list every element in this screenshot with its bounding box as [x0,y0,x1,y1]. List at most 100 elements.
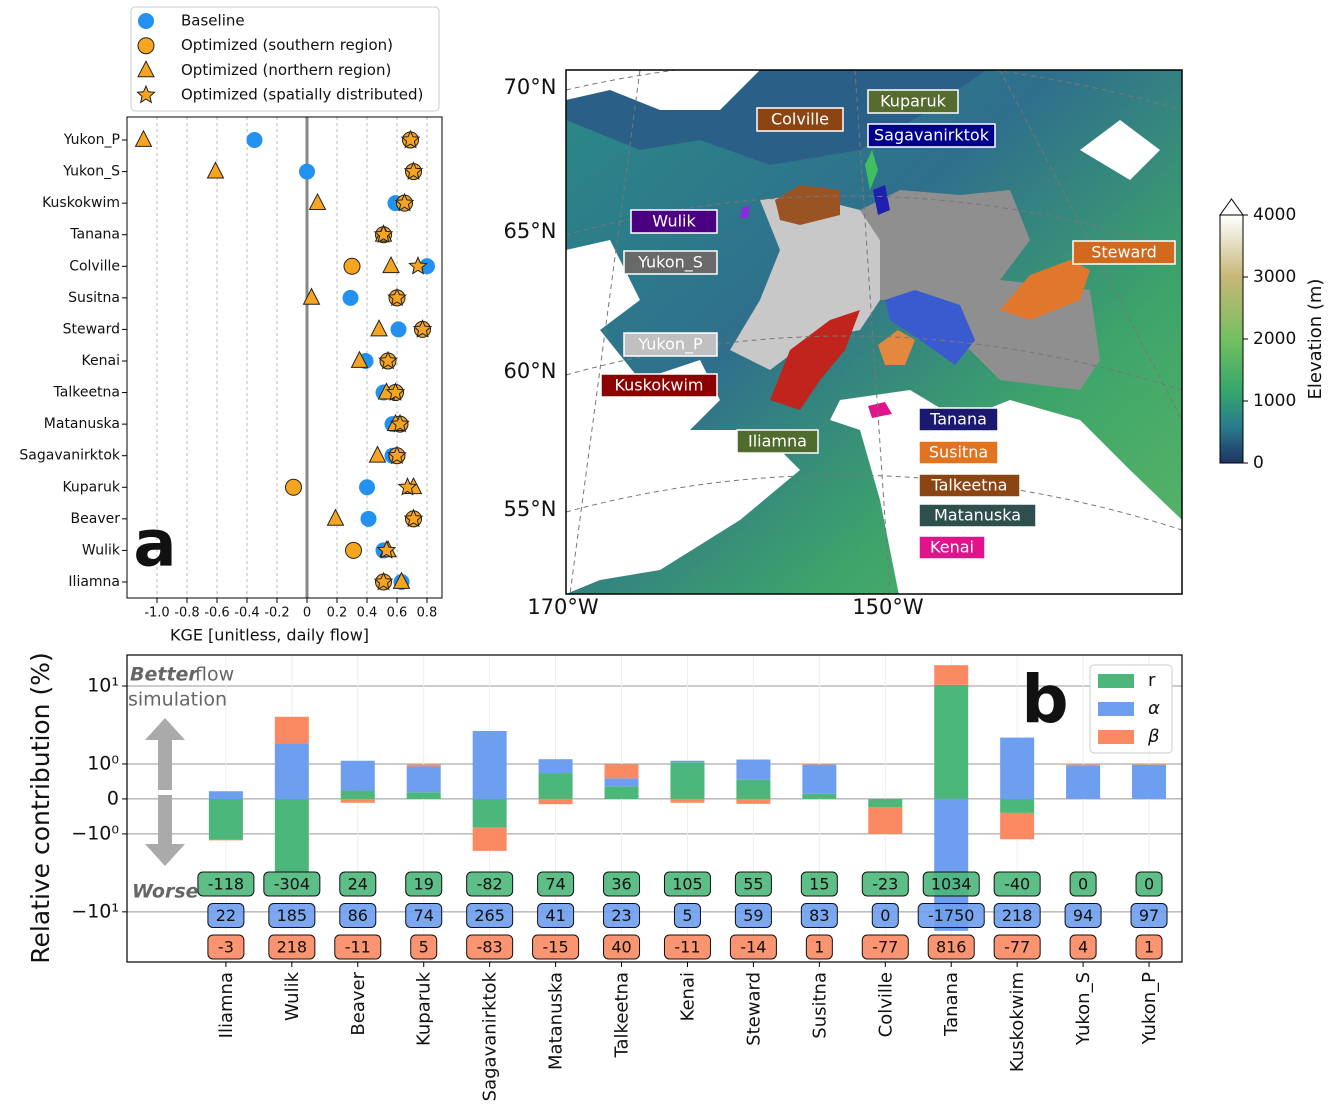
x-tick-label: -0.2 [264,606,289,621]
circle-marker [391,321,407,337]
bar-segment [868,807,902,834]
colorbar-tick-label: 0 [1253,453,1264,473]
basin-label: Yukon_S [637,253,703,273]
x-tick-label: Matanuska [546,972,567,1070]
value-label: 0 [880,906,890,925]
bar-segment [1132,765,1166,799]
triangle-marker [371,320,387,336]
legend-label: r [1148,670,1156,691]
value-label: 41 [545,906,565,925]
y-tick-label: Talkeetna [53,385,120,401]
x-tick-label: Iliamna [216,972,237,1038]
colorbar-tick-label: 2000 [1253,329,1296,349]
value-label: 1 [1144,938,1154,957]
value-label: 94 [1073,906,1093,925]
triangle-marker [383,257,399,273]
value-label: -14 [740,938,766,957]
bar-segment [275,743,309,799]
x-tick-label: Beaver [348,971,369,1035]
bar-segment [473,828,507,851]
bar-segment [1000,738,1034,799]
x-tick-label: -0.4 [234,606,259,621]
value-label: -304 [274,875,310,894]
x-tick-label: 0 [303,606,311,621]
bar-segment [605,786,639,799]
value-label: 83 [809,906,829,925]
colorbar-label: Elevation (m) [1305,279,1326,400]
panel-label: a [133,508,176,582]
legend-swatch [1098,702,1134,716]
bar-segment [1066,765,1100,766]
value-label: -15 [543,938,569,957]
value-label: 74 [545,875,565,894]
lon-label: 150°W [852,595,924,619]
x-tick-label: 0.4 [357,606,378,621]
value-label: 185 [277,906,308,925]
x-tick-label: Kenai [677,972,698,1021]
y-tick-label: Yukon_P [63,132,120,148]
bar-segment [473,731,507,799]
legend-label: β [1147,726,1160,747]
bar-segment [539,799,573,804]
colorbar [1220,215,1243,463]
y-tick-label: Matanuska [44,416,120,432]
value-label: 86 [348,906,368,925]
y-tick-label: Susitna [68,290,120,306]
circle-marker [247,132,263,148]
bar-segment [1066,766,1100,799]
y-tick-label: 0 [107,787,119,809]
value-label: -11 [674,938,700,957]
basin-label: Tanana [929,410,987,429]
colorbar-tick-label: 1000 [1253,391,1296,411]
x-tick-label: Tanana [941,972,962,1037]
value-label: 0 [1078,875,1088,894]
y-tick-label: Kuparuk [62,479,120,495]
basin-label: Kenai [930,538,974,557]
y-tick-label: Beaver [71,511,121,527]
value-label: 0 [1144,875,1154,894]
bar-segment [868,799,902,807]
y-tick-label: Wulik [82,542,121,558]
bar-segment [736,780,770,799]
lat-label: 55°N [504,497,557,521]
circle-marker [138,38,154,54]
x-tick-label: 0.6 [387,606,408,621]
bar-segment [1000,799,1034,813]
bar-segment [670,799,704,803]
x-tick-label: Colville [875,972,896,1037]
bar-segment [341,799,375,803]
bar-segment [605,778,639,786]
legend-swatch [1098,674,1134,688]
bar-segment [209,840,243,841]
x-tick-label: Steward [743,972,764,1046]
page: {"chart_data": [ {"type": "scatter", "pa… [0,0,1336,1115]
bar-segment [209,799,243,840]
annotation: simulation [128,689,227,711]
figure: -1.0-0.8-0.6-0.4-0.200.20.40.60.8KGE [un… [0,0,1336,1115]
circle-marker [361,511,377,527]
value-label: -77 [872,938,898,957]
circle-marker [343,290,359,306]
y-tick-label: Sagavanirktok [19,448,120,464]
value-label: 24 [348,875,368,894]
value-label: 22 [216,906,236,925]
x-tick-label: Wulik [282,971,303,1021]
y-tick-label: 10⁰ [87,752,119,774]
y-tick-label: Yukon_S [62,164,120,180]
value-label: -3 [218,938,234,957]
bar-segment [934,665,968,685]
value-label: -1750 [928,906,975,925]
circle-marker [344,258,360,274]
circle-marker [346,542,362,558]
value-label: 15 [809,875,829,894]
value-label: -40 [1004,875,1030,894]
bar-segment [802,765,836,794]
triangle-marker [136,131,152,147]
basin-label: Colville [771,110,829,129]
x-tick-label: 0.2 [327,606,348,621]
y-tick-label: −10¹ [71,900,119,922]
y-tick-label: Iliamna [68,574,120,590]
x-tick-label: Yukon_S [1073,972,1094,1046]
triangle-marker [328,510,344,526]
direction-arrow [145,718,185,790]
